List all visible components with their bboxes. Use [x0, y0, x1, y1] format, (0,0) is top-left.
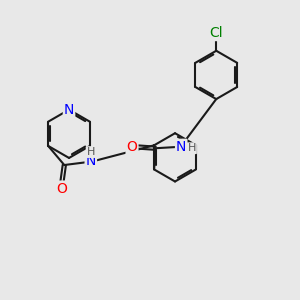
Text: N: N — [176, 140, 186, 154]
Text: H: H — [87, 147, 95, 157]
Text: N: N — [85, 154, 96, 169]
Text: H: H — [188, 143, 196, 153]
Text: N: N — [64, 103, 74, 117]
Text: Cl: Cl — [209, 26, 223, 40]
Text: O: O — [56, 182, 67, 196]
Text: O: O — [127, 140, 137, 154]
